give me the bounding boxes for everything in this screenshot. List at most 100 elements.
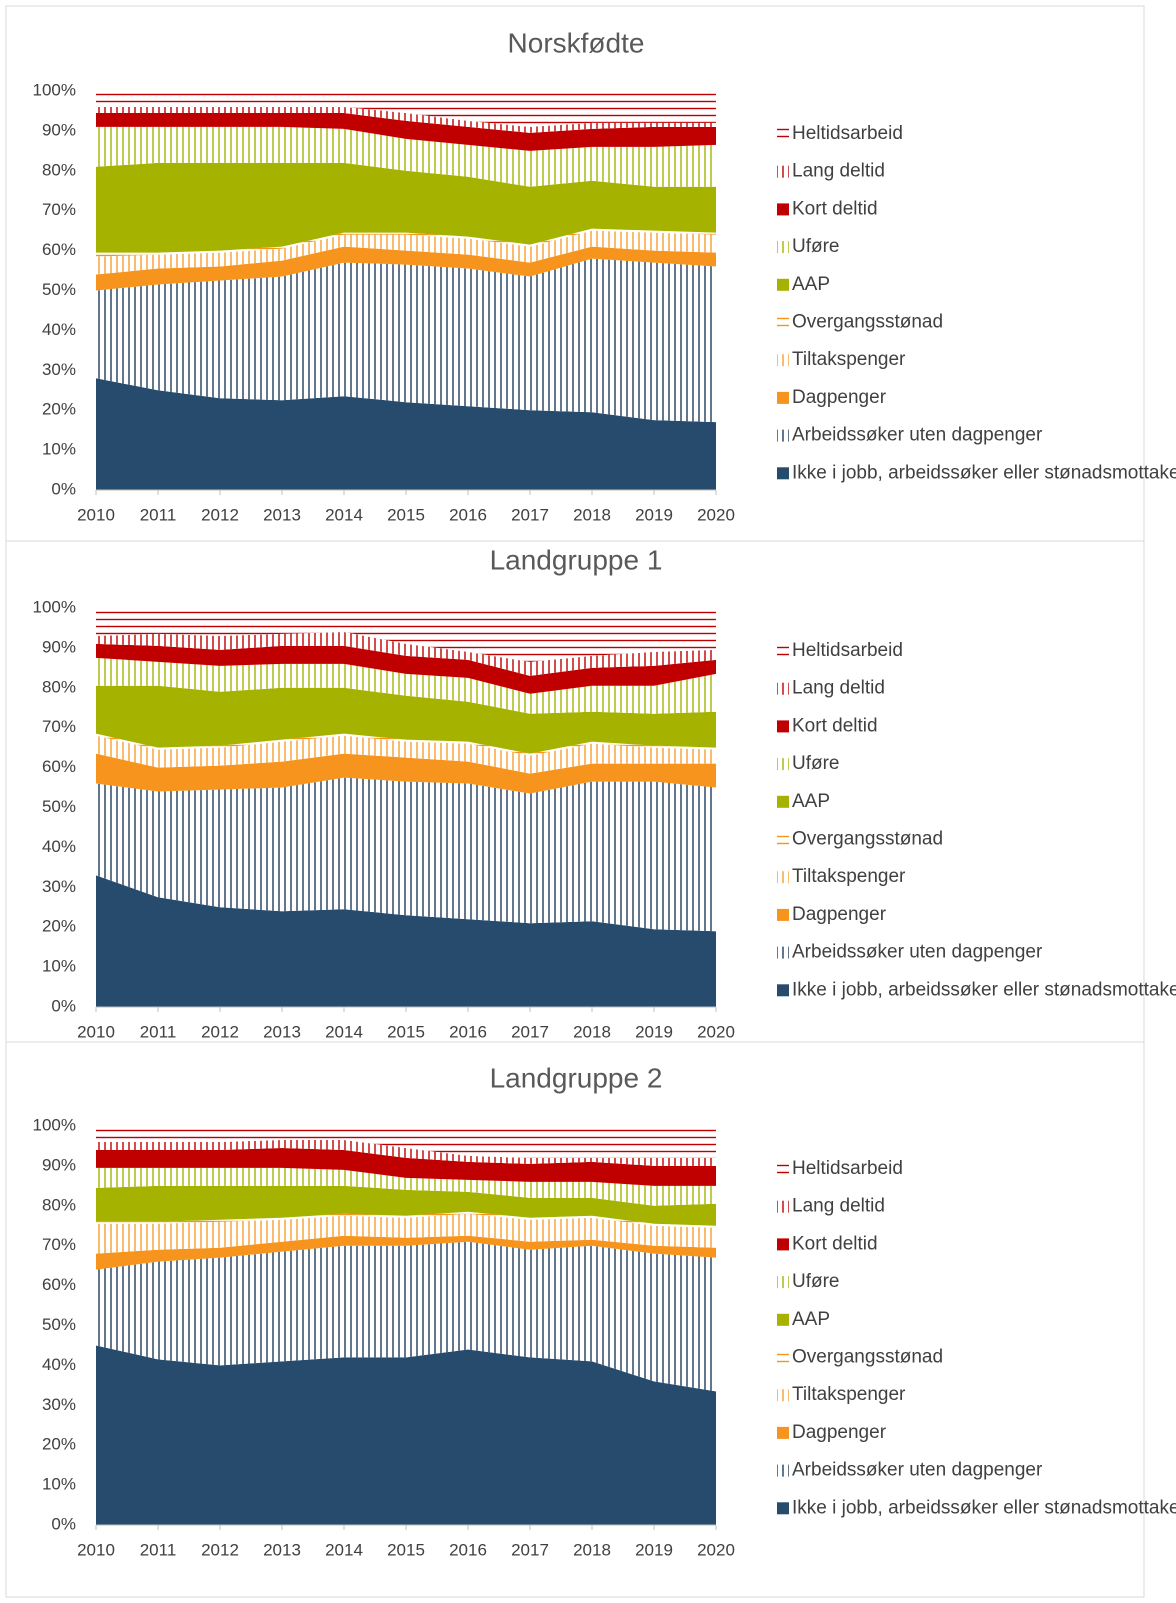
legend-marker [777, 165, 789, 178]
x-tick-label: 2014 [325, 1022, 363, 1041]
legend-label: Dagpenger [792, 904, 887, 925]
legend-label: Heltidsarbeid [792, 1158, 903, 1179]
legend-marker [777, 1238, 789, 1251]
legend-label: Heltidsarbeid [792, 640, 903, 661]
legend-marker [777, 871, 789, 884]
legend-label: Uføre [792, 753, 840, 774]
y-tick-label: 0% [51, 479, 76, 498]
x-tick-label: 2013 [263, 1540, 301, 1559]
y-tick-label: 40% [42, 837, 76, 856]
x-tick-label: 2012 [201, 505, 239, 524]
legend-label: Tiltakspenger [792, 866, 906, 887]
x-tick-label: 2017 [511, 505, 549, 524]
legend-label: Uføre [792, 236, 840, 257]
x-tick-label: 2019 [635, 1540, 673, 1559]
x-tick-label: 2013 [263, 505, 301, 524]
legend-label: Dagpenger [792, 1422, 887, 1443]
x-tick-label: 2015 [387, 1022, 425, 1041]
x-tick-label: 2016 [449, 1022, 487, 1041]
area-segment [96, 112, 716, 151]
x-tick-label: 2020 [697, 505, 735, 524]
area-segment [96, 1213, 716, 1254]
legend-label: Overgangsstønad [792, 312, 943, 333]
area-segment [96, 162, 716, 253]
area-segment [96, 1185, 716, 1226]
y-tick-label: 50% [42, 280, 76, 299]
legend-marker [777, 241, 789, 254]
y-tick-label: 60% [42, 240, 76, 259]
legend-marker [777, 1200, 789, 1213]
legend-marker [777, 1351, 789, 1364]
legend-marker [777, 1163, 789, 1175]
x-tick-label: 2019 [635, 505, 673, 524]
x-tick-label: 2010 [77, 1022, 115, 1041]
area-segment [96, 657, 716, 714]
legend-marker [777, 391, 789, 404]
legend-marker [777, 1276, 789, 1289]
x-tick-label: 2018 [573, 505, 611, 524]
legend-label: Lang deltid [792, 678, 885, 699]
legend-label: AAP [792, 1309, 830, 1330]
y-tick-label: 80% [42, 1195, 76, 1214]
y-tick-label: 10% [42, 440, 76, 459]
legend-label: Overgangsstønad [792, 1347, 943, 1368]
legend-marker [777, 682, 789, 695]
x-tick-label: 2016 [449, 1540, 487, 1559]
legend-label: Ikke i jobb, arbeidssøker eller stønadsm… [792, 462, 1176, 483]
legend-marker [777, 758, 789, 771]
y-tick-label: 40% [42, 320, 76, 339]
area-segment [96, 246, 716, 291]
y-tick-label: 70% [42, 200, 76, 219]
legend-label: Ikke i jobb, arbeidssøker eller stønadsm… [792, 979, 1176, 1000]
legend-marker [777, 128, 789, 140]
legend-marker [777, 1313, 789, 1326]
x-tick-label: 2014 [325, 1540, 363, 1559]
y-tick-label: 20% [42, 1435, 76, 1454]
y-tick-label: 20% [42, 400, 76, 419]
area-segment [96, 258, 716, 423]
legend-marker [777, 316, 789, 329]
y-tick-label: 20% [42, 917, 76, 936]
legend-label: Lang deltid [792, 1196, 885, 1217]
legend-marker [777, 278, 789, 291]
legend-label: Arbeidssøker uten dagpenger [792, 942, 1043, 963]
legend-marker [777, 946, 789, 959]
area-segment [96, 1345, 716, 1525]
legend-marker [777, 833, 789, 846]
y-tick-label: 100% [33, 80, 76, 99]
legend-label: Lang deltid [792, 161, 885, 182]
y-tick-label: 10% [42, 957, 76, 976]
y-tick-label: 60% [42, 757, 76, 776]
legend-marker [777, 203, 789, 216]
x-tick-label: 2012 [201, 1540, 239, 1559]
legend-marker [777, 1502, 789, 1515]
area-segment [96, 91, 716, 127]
x-tick-label: 2016 [449, 505, 487, 524]
legend-label: Kort deltid [792, 198, 878, 219]
y-tick-label: 10% [42, 1475, 76, 1494]
legend-label: Kort deltid [792, 715, 878, 736]
area-segment [96, 378, 716, 490]
y-tick-label: 90% [42, 120, 76, 139]
legend-label: AAP [792, 791, 830, 812]
legend-label: Heltidsarbeid [792, 123, 903, 144]
y-tick-label: 80% [42, 677, 76, 696]
legend-label: Overgangsstønad [792, 829, 943, 850]
y-tick-label: 50% [42, 797, 76, 816]
y-tick-label: 100% [33, 1115, 76, 1134]
area-segment [96, 228, 716, 257]
area-segment [96, 1167, 716, 1206]
legend-label: Tiltakspenger [792, 349, 906, 370]
legend-marker [777, 984, 789, 997]
area-segment [96, 875, 716, 1007]
area-segment [96, 643, 716, 694]
y-tick-label: 70% [42, 717, 76, 736]
legend-marker [777, 467, 789, 480]
x-tick-label: 2015 [387, 1540, 425, 1559]
x-tick-label: 2010 [77, 1540, 115, 1559]
x-tick-label: 2014 [325, 505, 363, 524]
legend-label: Uføre [792, 1271, 840, 1292]
x-tick-label: 2018 [573, 1022, 611, 1041]
y-tick-label: 40% [42, 1355, 76, 1374]
